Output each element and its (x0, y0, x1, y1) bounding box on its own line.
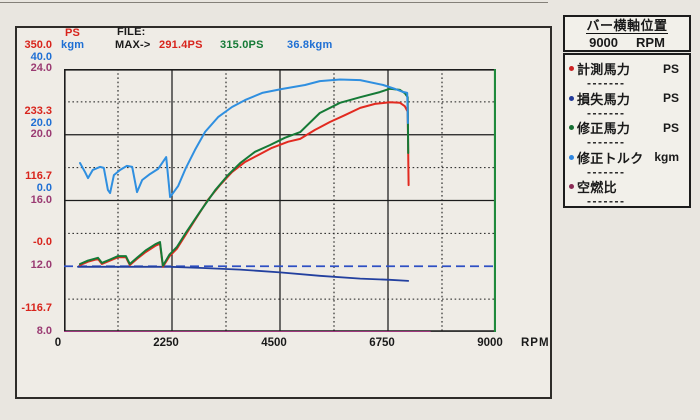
y-tick-label-ps: 233.3 (24, 104, 52, 117)
legend-item-3[interactable]: 修正トルク kgm ------- (565, 147, 689, 179)
dyno-chart (64, 69, 496, 332)
x-tick-label: 0 (54, 337, 62, 349)
x-tick-label: 9000 (477, 337, 503, 349)
y-tick-label-afr: 24.0 (30, 62, 52, 74)
legend-unit: PS (662, 120, 679, 135)
max-measured-value: 291.4PS (159, 39, 203, 51)
corrected-power-curve (79, 87, 410, 267)
legend-color-dot-icon (569, 66, 574, 71)
legend-item-4[interactable]: 空燃比 ------- (565, 176, 689, 208)
cursor-rpm-unit: RPM (636, 35, 665, 50)
max-label: MAX-> (115, 39, 151, 51)
legend-value-placeholder: ------- (587, 164, 626, 179)
y-axis-labels: 350.0 233.3 116.7 -0.0 -116.7 40.0 20.0 0.0 24.0… (6, 0, 52, 373)
y-tick-label-ps: -116.7 (21, 302, 52, 314)
y-tick-label-ps: 350.0 (24, 39, 52, 51)
loss-power-curve (76, 265, 410, 282)
legend-label: 修正馬力 (577, 121, 631, 136)
y-tick-label-kgm: 20.0 (30, 116, 52, 129)
legend-color-dot-icon (569, 154, 574, 160)
measured-power-curve (79, 101, 410, 268)
legend-box: 計測馬力 PS ------- 損失馬力 PS ------- 修正馬力 PS ------- 修… (563, 53, 691, 208)
y-tick-label-kgm: 0.0 (36, 182, 52, 194)
legend-label: 修正トルク (577, 150, 644, 166)
legend-value-placeholder: ------- (587, 194, 626, 208)
y-tick-label-afr: 8.0 (36, 325, 52, 337)
scan-edge-artifact (0, 2, 548, 3)
y-tick-label-afr: 12.0 (30, 259, 52, 272)
x-tick-label: 2250 (153, 337, 179, 349)
x-axis-unit: RPM (521, 337, 550, 349)
x-tick-label: 6750 (369, 337, 395, 349)
legend-color-dot-icon (569, 95, 574, 101)
legend-label: 空燃比 (577, 180, 617, 195)
ps-axis-title: PS (65, 27, 81, 39)
legend-value-placeholder: ------- (587, 76, 626, 90)
legend-color-dot-icon (569, 125, 574, 130)
legend-item-0[interactable]: 計測馬力 PS ------- (565, 58, 689, 90)
legend-item-1[interactable]: 損失馬力 PS ------- (565, 88, 689, 120)
legend-item-2[interactable]: 修正馬力 PS ------- (565, 117, 689, 149)
max-corrected-value: 315.0PS (220, 39, 264, 51)
y-tick-label-ps: 116.7 (25, 170, 52, 183)
y-tick-label-ps: -0.0 (33, 236, 52, 249)
legend-value-placeholder: ------- (587, 105, 626, 120)
legend-unit: PS (662, 61, 679, 76)
max-torque-value: 36.8kgm (287, 39, 333, 51)
y-tick-label-afr: 16.0 (30, 193, 52, 206)
cursor-panel-title: バー横軸位置 (586, 18, 668, 34)
x-tick-label: 4500 (261, 337, 287, 349)
y-tick-label-kgm: 40.0 (30, 51, 52, 63)
file-label: FILE: (117, 26, 146, 38)
legend-color-dot-icon (569, 184, 574, 189)
legend-value-placeholder: ------- (587, 135, 626, 149)
legend-label: 損失馬力 (577, 91, 631, 107)
corrected-torque-curve (79, 78, 409, 199)
kgm-axis-title: kgm (61, 39, 85, 51)
cursor-rpm-value: 9000 (589, 35, 619, 50)
y-tick-label-afr: 20.0 (30, 127, 52, 140)
legend-label: 計測馬力 (577, 62, 631, 77)
legend-unit: kgm (654, 150, 679, 164)
cursor-panel: バー横軸位置 9000 RPM (563, 15, 691, 52)
legend-unit: PS (662, 91, 679, 105)
plot-area (64, 69, 496, 332)
